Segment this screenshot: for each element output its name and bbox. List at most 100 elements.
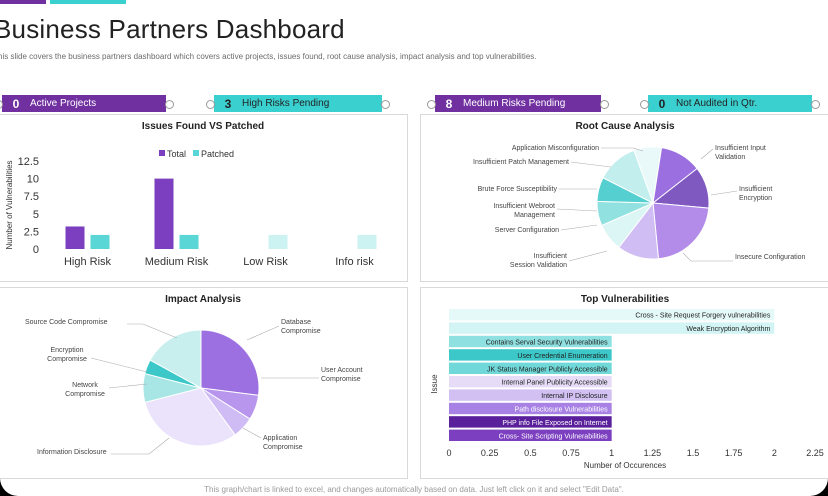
x-tick-label: 1.25 <box>644 448 662 458</box>
slice-label: User Account <box>321 367 363 374</box>
leader-line <box>601 147 644 152</box>
root-cause-chart: Application Misconfiguration Insufficient… <box>473 145 806 269</box>
slice-label: Session Validation <box>510 262 567 269</box>
vuln-bar-label: Cross- Site Scripting Vulnerabilities <box>499 433 609 440</box>
footer-note: This graph/chart is linked to excel, and… <box>204 485 624 494</box>
vuln-bar-label: JK Status Manager Publicly Accessible <box>487 366 608 373</box>
x-tick-label: 0.75 <box>562 448 580 458</box>
x-tick-label: 2.25 <box>806 448 824 458</box>
leader-line <box>246 325 280 341</box>
leader-line <box>568 250 608 262</box>
leader-line <box>242 427 262 439</box>
slice-label: Compromise <box>263 444 303 451</box>
vuln-bar-label: Weak Encryption Algorithm <box>686 326 770 333</box>
pie-slice <box>200 329 260 396</box>
kpi-label: Not Audited in Qtr. <box>676 98 758 109</box>
legend-swatch <box>193 150 199 156</box>
bar-total <box>65 226 85 249</box>
legend-label: Patched <box>201 149 234 159</box>
slice-label: Database <box>281 319 311 326</box>
slice-label: Source Code Compromise <box>25 319 108 326</box>
slice-label: Server Configuration <box>495 227 559 234</box>
x-tick-label: High Risk <box>64 256 112 268</box>
slice-label: Information Disclosure <box>37 449 107 456</box>
vuln-bar <box>449 322 775 334</box>
y-tick-label: 12.5 <box>18 156 39 168</box>
vuln-bar-label: Contains Serval Security Vulnerabilities <box>486 340 608 347</box>
slice-label: Compromise <box>47 356 87 363</box>
kpi-value: 8 <box>445 96 453 111</box>
slice-label: Compromise <box>281 328 321 335</box>
page-subtitle: his slide covers the business partners d… <box>0 52 537 61</box>
top-vuln-chart: Cross - Site Request Forgery vulnerabili… <box>430 309 824 470</box>
issues-chart-title: Issues Found VS Patched <box>141 121 265 132</box>
x-axis-label: Number of Occurences <box>584 461 666 470</box>
bar-patched <box>179 234 199 249</box>
vuln-bar <box>449 349 612 361</box>
pie-slice <box>149 329 202 389</box>
kpi-value: 0 <box>12 96 20 111</box>
kpi-not-audited: 0 Not Audited in Qtr. <box>640 95 820 112</box>
slice-label: Insufficient Patch Management <box>473 159 569 166</box>
slice-label: Encryption <box>50 347 83 354</box>
bar-patched <box>357 234 377 249</box>
leader-line <box>560 224 598 231</box>
kpi-value: 0 <box>658 96 666 111</box>
slice-label: Application Misconfiguration <box>512 145 599 152</box>
vuln-bar-label: Path disclosure Vulnerabilities <box>515 407 609 414</box>
leader-line <box>570 161 612 168</box>
x-tick-label: 1.5 <box>687 448 700 458</box>
x-tick-label: 0.5 <box>524 448 537 458</box>
pie-slice <box>602 149 654 205</box>
kpi-label: Active Projects <box>30 98 97 109</box>
y-axis-label: Number of Vulnerabilities <box>5 160 14 249</box>
top-vuln-chart-title: Top Vulnerabilities <box>580 294 670 305</box>
bar-total <box>154 178 174 249</box>
pie-slice <box>652 202 710 260</box>
vuln-bar <box>449 416 612 428</box>
accent-bar-purple <box>0 0 46 4</box>
accent-bar-teal <box>50 0 126 4</box>
leader-line <box>111 437 170 455</box>
slice-label: Insecure Configuration <box>735 254 806 261</box>
impact-chart: Database Compromise User Account Compromise… <box>25 319 363 456</box>
kpi-active-projects: 0 Active Projects <box>0 95 174 112</box>
top-vuln-panel: Top Vulnerabilities Cross - Site Request… <box>420 287 828 479</box>
y-axis-label: Issue <box>430 374 439 394</box>
y-tick-label: 2.5 <box>24 226 39 238</box>
legend-label: Total <box>167 149 186 159</box>
kpi-label: High Risks Pending <box>242 98 330 109</box>
leader-line <box>682 252 733 262</box>
kpi-label: Medium Risks Pending <box>463 98 566 109</box>
legend-swatch <box>159 150 165 156</box>
slice-label: Compromise <box>321 376 361 383</box>
y-tick-label: 0 <box>33 244 39 256</box>
root-cause-panel: Root Cause Analysis Application Misconfi… <box>420 114 828 282</box>
slice-label: Brute Force Susceptibility <box>478 186 558 193</box>
kpi-medium-risks: 8 Medium Risks Pending <box>427 95 609 112</box>
vuln-bar <box>449 362 612 374</box>
slice-label: Insufficient <box>739 186 772 193</box>
vuln-bar <box>449 309 775 321</box>
leader-line <box>710 190 738 196</box>
kpi-value: 3 <box>224 96 232 111</box>
vuln-bar-label: Internal Panel Publicity Accessible <box>501 380 607 387</box>
slice-label: Management <box>514 212 555 219</box>
vuln-bar <box>449 429 612 441</box>
bar-patched <box>90 234 110 249</box>
y-tick-label: 7.5 <box>24 191 39 203</box>
leader-line <box>108 383 148 389</box>
x-tick-label: 0 <box>446 448 451 458</box>
x-tick-label: Low Risk <box>243 256 288 268</box>
slice-label: Compromise <box>65 391 105 398</box>
slice-label: Insufficient <box>534 253 567 260</box>
vuln-bar-label: PHP info File Exposed on Internet <box>502 420 607 427</box>
slice-label: Validation <box>715 154 745 161</box>
x-tick-label: Info risk <box>335 256 374 268</box>
x-tick-label: Medium Risk <box>145 256 209 268</box>
slice-label: Insufficient Webroot <box>493 203 555 210</box>
x-tick-label: 0.25 <box>481 448 499 458</box>
vuln-bar <box>449 389 612 401</box>
impact-panel: Impact Analysis Database Compromise User A… <box>0 287 408 479</box>
